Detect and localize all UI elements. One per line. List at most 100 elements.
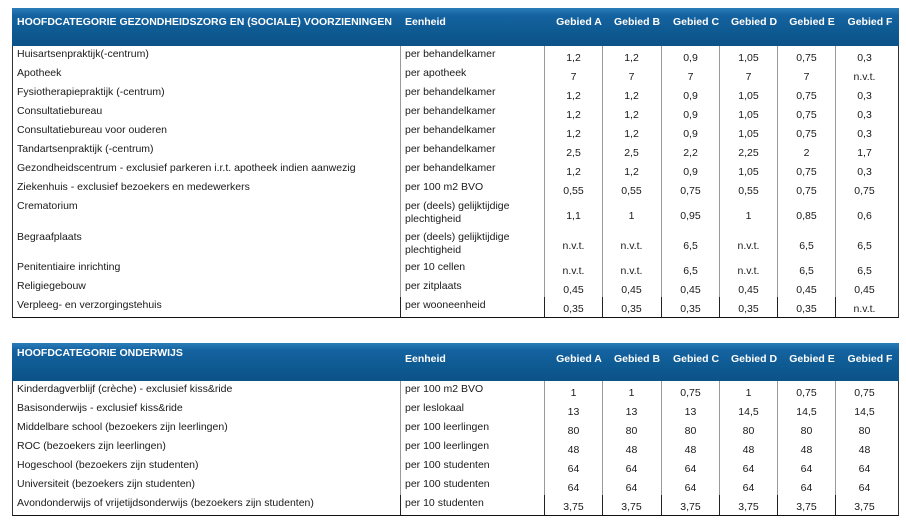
- value-cell: n.v.t.: [835, 65, 893, 84]
- value-cell: 1,2: [602, 122, 660, 141]
- value-cell: 0,3: [835, 46, 893, 65]
- category-title: HOOFDCATEGORIE GEZONDHEIDSZORG EN (SOCIA…: [17, 16, 392, 28]
- value-cell: 2,5: [602, 141, 660, 160]
- value-cell: 7: [719, 65, 777, 84]
- table-row: Tandartsenpraktijk (-centrum) per behande…: [13, 141, 898, 160]
- value-cell: 80: [661, 419, 719, 438]
- area-column-header: Gebied A: [556, 353, 602, 365]
- table-row: ROC (bezoekers zijn leerlingen) per 100 l…: [13, 438, 898, 457]
- value-cell: 0,9: [661, 103, 719, 122]
- value-cell: 0,75: [777, 103, 835, 122]
- value-cell: 64: [661, 457, 719, 476]
- value-cell: 64: [719, 457, 777, 476]
- value-cell: 6,5: [835, 229, 893, 259]
- value-cell: 48: [544, 438, 602, 457]
- value-cell: 0,75: [835, 381, 893, 400]
- value-cell: 0,55: [719, 179, 777, 198]
- value-cell: 1: [719, 198, 777, 229]
- value-cell: 0,35: [544, 297, 602, 317]
- value-cell: 6,5: [661, 229, 719, 259]
- value-cell: 0,9: [661, 122, 719, 141]
- value-cell: 13: [602, 400, 660, 419]
- value-cell: 48: [777, 438, 835, 457]
- value-cell: 64: [602, 457, 660, 476]
- area-column-header: Gebied C: [672, 353, 720, 365]
- value-cell: 0,9: [661, 160, 719, 179]
- value-cell: n.v.t.: [835, 297, 893, 317]
- table-row: Crematorium per (deels) gelijktijdige ple…: [13, 198, 898, 229]
- facility-name: ROC (bezoekers zijn leerlingen): [17, 440, 166, 452]
- value-cell: 14,5: [719, 400, 777, 419]
- value-cell: 0,75: [777, 122, 835, 141]
- unit-cell: per 100 studenten: [400, 457, 550, 476]
- area-column-header: Gebied F: [847, 353, 893, 365]
- unit-cell: per behandelkamer: [400, 103, 550, 122]
- value-cell: 1: [719, 381, 777, 400]
- value-cell: 1: [602, 381, 660, 400]
- value-cell: 64: [719, 476, 777, 495]
- area-column-header: Gebied D: [730, 353, 778, 365]
- value-cell: 1,2: [544, 84, 602, 103]
- value-cell: n.v.t.: [719, 259, 777, 278]
- facility-name: Ziekenhuis - exclusief bezoekers en mede…: [17, 181, 250, 193]
- value-cell: 0,45: [777, 278, 835, 297]
- area-column-header: Gebied C: [672, 16, 720, 28]
- table-row: Hogeschool (bezoekers zijn studenten) per…: [13, 457, 898, 476]
- value-cell: 1,2: [602, 160, 660, 179]
- value-cell: 1,2: [544, 160, 602, 179]
- table-row: Religiegebouw per zitplaats 0,45 0,45 0,45 0,…: [13, 278, 898, 297]
- table-row: Begraafplaats per (deels) gelijktijdige p…: [13, 229, 898, 259]
- facility-name: Avondonderwijs of vrijetijdsonderwijs (b…: [17, 497, 314, 509]
- facility-name: Consultatiebureau voor ouderen: [17, 124, 168, 136]
- value-cell: 0,75: [777, 381, 835, 400]
- unit-column-header: Eenheid: [405, 16, 446, 28]
- table-row: Penitentiaire inrichting per 10 cellen n.v…: [13, 259, 898, 278]
- table-row: Apotheek per apotheek 7 7 7 7 7 n.v.t.: [13, 65, 898, 84]
- unit-cell: per (deels) gelijktijdige plechtigheid: [400, 229, 550, 259]
- table-row: Middelbare school (bezoekers zijn leerli…: [13, 419, 898, 438]
- unit-cell: per behandelkamer: [400, 160, 550, 179]
- value-cell: 64: [544, 457, 602, 476]
- area-column-header: Gebied A: [556, 16, 602, 28]
- value-cell: 0,3: [835, 103, 893, 122]
- table-body: Huisartsenpraktijk(-centrum) per behandel…: [12, 46, 899, 318]
- table-body: Kinderdagverblijf (crèche) - exclusief k…: [12, 381, 899, 516]
- value-cell: 0,3: [835, 160, 893, 179]
- value-cell: 0,75: [835, 179, 893, 198]
- value-cell: 1,05: [719, 46, 777, 65]
- facility-name: Huisartsenpraktijk(-centrum): [17, 48, 149, 60]
- value-cell: 3,75: [544, 495, 602, 515]
- value-cell: 2: [777, 141, 835, 160]
- value-cell: 14,5: [777, 400, 835, 419]
- value-cell: 0,75: [661, 381, 719, 400]
- value-cell: 1: [602, 198, 660, 229]
- facility-name: Gezondheidscentrum - exclusief parkeren …: [17, 162, 356, 174]
- area-column-header: Gebied F: [847, 16, 893, 28]
- facility-name: Verpleeg- en verzorgingstehuis: [17, 299, 162, 311]
- unit-cell: per behandelkamer: [400, 122, 550, 141]
- value-cell: n.v.t.: [602, 229, 660, 259]
- unit-cell: per zitplaats: [400, 278, 550, 297]
- value-cell: 64: [835, 476, 893, 495]
- facility-name: Kinderdagverblijf (crèche) - exclusief k…: [17, 383, 233, 395]
- value-cell: 3,75: [777, 495, 835, 515]
- value-cell: 1,2: [602, 84, 660, 103]
- facility-name: Hogeschool (bezoekers zijn studenten): [17, 459, 199, 471]
- value-cell: 3,75: [719, 495, 777, 515]
- unit-cell: per wooneenheid: [400, 297, 550, 317]
- unit-cell: per 100 m2 BVO: [400, 381, 550, 400]
- value-cell: n.v.t.: [544, 259, 602, 278]
- value-cell: 0,75: [777, 46, 835, 65]
- unit-cell: per 100 leerlingen: [400, 419, 550, 438]
- facility-name: Religiegebouw: [17, 280, 86, 292]
- value-cell: 0,35: [719, 297, 777, 317]
- facility-name: Crematorium: [17, 200, 78, 212]
- table-row: Universiteit (bezoekers zijn studenten) p…: [13, 476, 898, 495]
- value-cell: 1,05: [719, 103, 777, 122]
- table-row: Huisartsenpraktijk(-centrum) per behandel…: [13, 46, 898, 65]
- value-cell: 0,35: [661, 297, 719, 317]
- value-cell: 80: [719, 419, 777, 438]
- value-cell: 13: [661, 400, 719, 419]
- value-cell: 7: [661, 65, 719, 84]
- value-cell: 1,2: [544, 122, 602, 141]
